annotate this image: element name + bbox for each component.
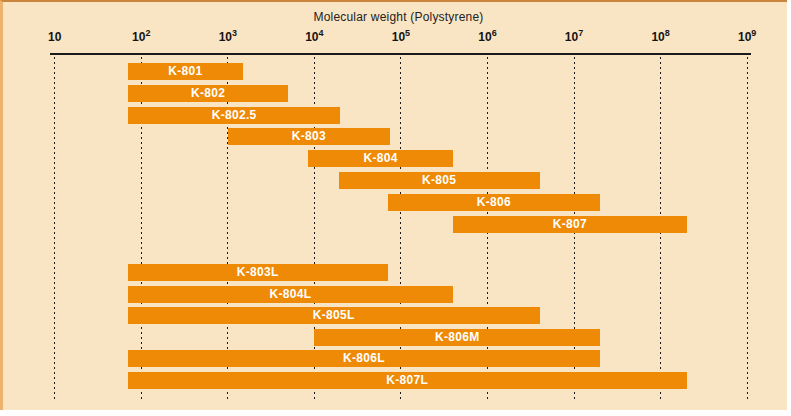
range-bar-k-806l: K-806L: [128, 350, 600, 367]
range-bar-k-802.5: K-802.5: [128, 107, 341, 124]
chart-panel: Molecular weight (Polystyrene) 101021031…: [0, 0, 787, 410]
range-bar-k-807: K-807: [453, 216, 687, 233]
gridline: [747, 57, 748, 399]
range-bar-k-805l: K-805L: [128, 307, 540, 324]
bar-label: K-807L: [386, 372, 428, 389]
bar-label: K-802.5: [212, 107, 257, 124]
x-axis-tick-label: 102: [132, 30, 150, 44]
x-axis-tick-label: 104: [305, 30, 323, 44]
bar-label: K-806M: [435, 329, 479, 346]
bar-label: K-807: [553, 216, 587, 233]
x-axis-tick-label: 105: [392, 30, 410, 44]
range-bar-k-803: K-803: [228, 128, 390, 145]
range-bar-k-801: K-801: [128, 63, 243, 80]
x-axis-tick-label: 103: [219, 30, 237, 44]
gridline: [54, 57, 55, 399]
gridline: [400, 57, 401, 399]
bar-label: K-802: [191, 85, 225, 102]
range-bar-k-803l: K-803L: [128, 264, 388, 281]
x-axis-tick-label: 106: [478, 30, 496, 44]
range-bar-k-806: K-806: [388, 194, 601, 211]
x-axis-tick-label: 108: [651, 30, 669, 44]
range-bar-k-802: K-802: [128, 85, 288, 102]
page: Molecular weight (Polystyrene) 10 102 103 1…: [0, 0, 791, 416]
range-bar-k-805: K-805: [339, 172, 540, 189]
range-bar-k-807l: K-807L: [128, 372, 687, 389]
chart-title: Molecular weight (Polystyrene): [3, 10, 791, 24]
bar-label: K-806: [477, 194, 511, 211]
x-axis-line: [50, 53, 751, 55]
bar-label: K-806L: [343, 350, 385, 367]
x-axis-tick-label: 10: [48, 30, 61, 44]
bar-label: K-801: [168, 63, 202, 80]
x-axis-tick-label: 107: [565, 30, 583, 44]
range-bar-k-804l: K-804L: [128, 286, 453, 303]
bar-label: K-803: [292, 128, 326, 145]
range-bar-k-804: K-804: [308, 150, 453, 167]
bar-label: K-803L: [237, 264, 279, 281]
bar-label: K-805L: [313, 307, 355, 324]
bar-label: K-805: [422, 172, 456, 189]
range-bar-k-806m: K-806M: [314, 329, 600, 346]
bar-label: K-804: [364, 150, 398, 167]
bar-label: K-804L: [270, 286, 312, 303]
x-axis-tick-label: 109: [738, 30, 756, 44]
